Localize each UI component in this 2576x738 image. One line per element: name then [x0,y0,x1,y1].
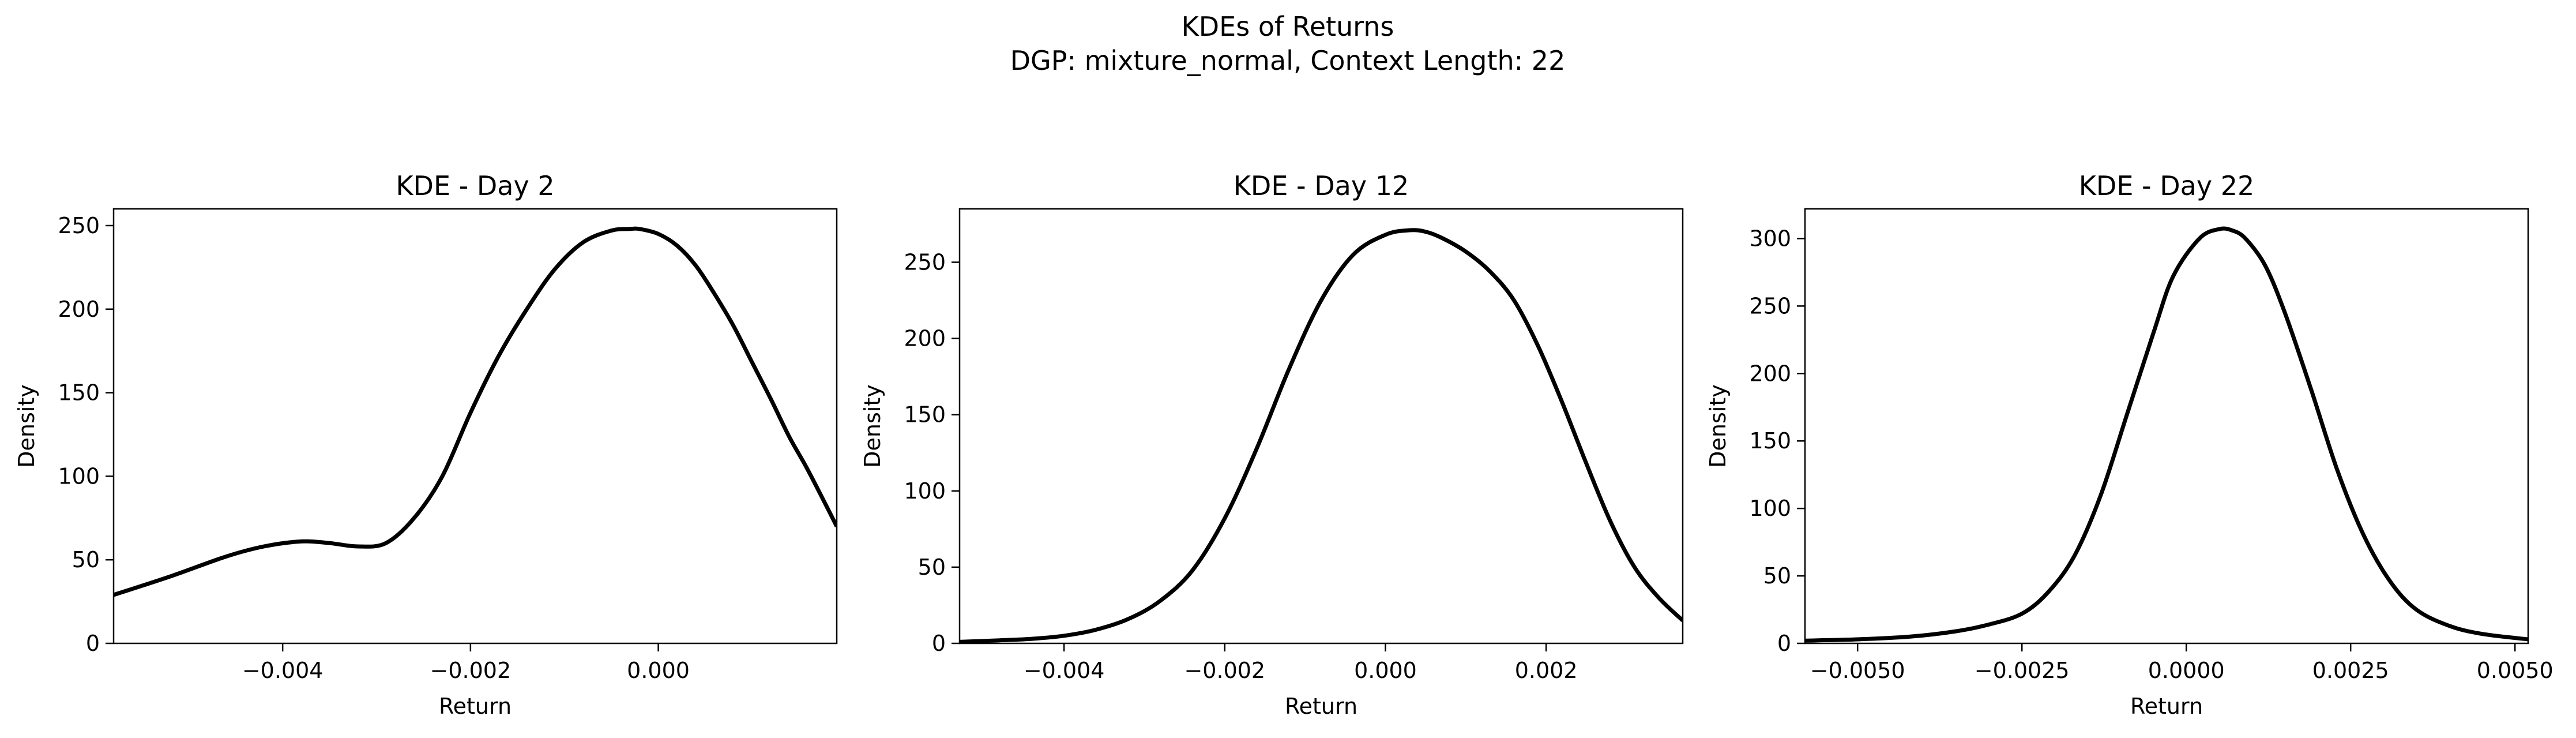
x-axis-label: Return [2130,694,2203,719]
x-tick-label: −0.004 [242,658,324,683]
axes-frame [112,208,838,645]
kde-line-series-0 [114,226,837,597]
y-tick-label: 100 [1749,496,1791,521]
figure-subtitle: DGP: mixture_normal, Context Length: 22 [1010,45,1566,76]
x-tick-label: −0.0025 [1975,658,2070,683]
subplot-title: KDE - Day 12 [1234,170,1409,201]
y-tick-label: 150 [58,380,100,406]
y-tick-label: 150 [1749,428,1791,454]
x-tick-label: −0.002 [1184,658,1265,683]
y-tick-label: 100 [58,463,100,489]
subplot-day-12: −0.004 −0.002 0.000 0.002 0 50 100 150 200 250 KDE… [860,170,1684,719]
y-tick-label: 150 [904,402,946,428]
y-tick-label: 200 [58,297,100,322]
y-tick-label: 0 [86,631,100,656]
x-tick-label: 0.000 [1354,658,1417,683]
axes-frame [958,208,1684,645]
y-tick-label: 50 [72,547,100,572]
y-tick-label: 0 [1777,631,1791,656]
x-tick-label: 0.002 [1515,658,1578,683]
y-axis-label: Density [860,384,885,467]
y-tick-label: 200 [1749,361,1791,386]
y-tick-label: 200 [904,326,946,351]
kde-line-series-0 [960,228,1683,643]
y-axis-label: Density [1705,384,1731,467]
x-tick-label: −0.004 [1024,658,1105,683]
subplot-title: KDE - Day 22 [2079,170,2254,201]
y-tick-label: 100 [904,478,946,504]
y-tick-label: 50 [1763,563,1791,589]
figure-title: KDEs of Returns [1182,11,1394,42]
axes-frame [1804,208,2529,645]
y-tick-label: 250 [1749,293,1791,319]
kde-line-series-0 [1805,226,2528,643]
y-tick-label: 250 [904,249,946,275]
x-tick-label: 0.0050 [2477,658,2554,683]
x-axis-label: Return [439,694,512,719]
x-axis-label: Return [1285,694,1357,719]
y-axis-label: Density [14,384,39,467]
x-tick-label: 0.000 [627,658,690,683]
subplot-day-22: −0.0050 −0.0025 0.0000 0.0025 0.0050 0 50 100 15… [1705,170,2554,719]
x-tick-label: −0.0050 [1810,658,1905,683]
y-tick-label: 300 [1749,226,1791,251]
subplot-title: KDE - Day 2 [396,170,554,201]
x-tick-label: 0.0025 [2312,658,2389,683]
x-tick-label: 0.0000 [2148,658,2225,683]
y-tick-label: 250 [58,213,100,238]
subplot-day-2: −0.004 −0.002 0.000 0 50 100 150 200 250 KDE - Da… [14,170,838,719]
y-tick-label: 50 [918,555,946,580]
y-tick-label: 0 [932,631,946,656]
x-tick-label: −0.002 [430,658,512,683]
